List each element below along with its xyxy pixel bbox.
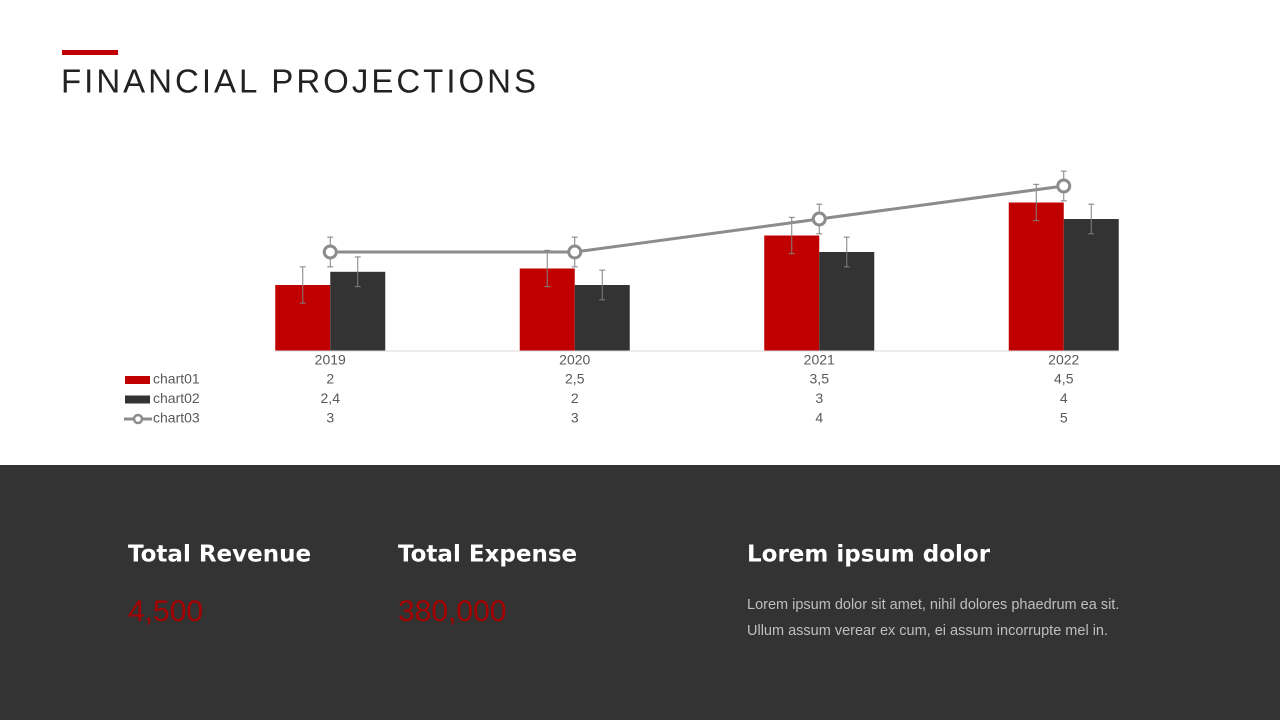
x-tick-label: 2019: [315, 352, 346, 368]
table-value: 2,5: [565, 371, 585, 387]
table-value: 3: [326, 410, 334, 426]
table-value: 4: [815, 410, 823, 426]
legend-marker: [125, 395, 150, 404]
summary-line: Lorem ipsum dolor sit amet, nihil dolore…: [747, 597, 1119, 613]
table-value: 2: [571, 390, 579, 406]
line-marker: [567, 244, 583, 260]
table-value: 3,5: [810, 371, 830, 387]
bar: [819, 252, 875, 351]
error-bar: [544, 249, 551, 288]
title-accent: [62, 50, 118, 55]
legend-marker: [125, 376, 150, 384]
legend-label: chart01: [153, 371, 200, 387]
stat-value: 4,500: [128, 595, 203, 628]
stat-label: Total Revenue: [128, 542, 311, 568]
bottom-panel: [0, 465, 1280, 720]
table-value: 2,4: [321, 390, 341, 406]
legend-label: chart03: [153, 410, 200, 426]
x-tick-label: 2021: [804, 352, 835, 368]
table-value: 3: [815, 390, 823, 406]
bar: [1063, 219, 1119, 351]
slide-title: FINANCIAL PROJECTIONS: [61, 63, 539, 100]
table-value: 3: [571, 410, 579, 426]
table-value: 4,5: [1054, 371, 1074, 387]
error-bar: [843, 236, 850, 268]
table-value: 2: [326, 371, 334, 387]
error-bar: [354, 256, 361, 288]
stat-value: 380,000: [398, 595, 506, 628]
x-tick-label: 2020: [559, 352, 590, 368]
x-tick-label: 2022: [1048, 352, 1079, 368]
error-bar: [1088, 203, 1095, 235]
legend-marker: [132, 413, 144, 425]
legend-label: chart02: [153, 390, 200, 406]
stat-label: Total Expense: [398, 542, 577, 568]
line-marker: [322, 244, 338, 260]
error-bar: [599, 269, 606, 301]
error-bar: [299, 266, 306, 304]
table-value: 5: [1060, 410, 1068, 426]
bar: [764, 235, 820, 351]
line: [330, 184, 1064, 254]
line-marker: [811, 211, 827, 227]
summary-line: Ullum assum verear ex cum, ei assum inco…: [747, 623, 1108, 639]
summary-heading: Lorem ipsum dolor: [747, 542, 991, 568]
bar: [1008, 202, 1064, 351]
table-value: 4: [1060, 390, 1068, 406]
line-marker: [1056, 178, 1072, 194]
